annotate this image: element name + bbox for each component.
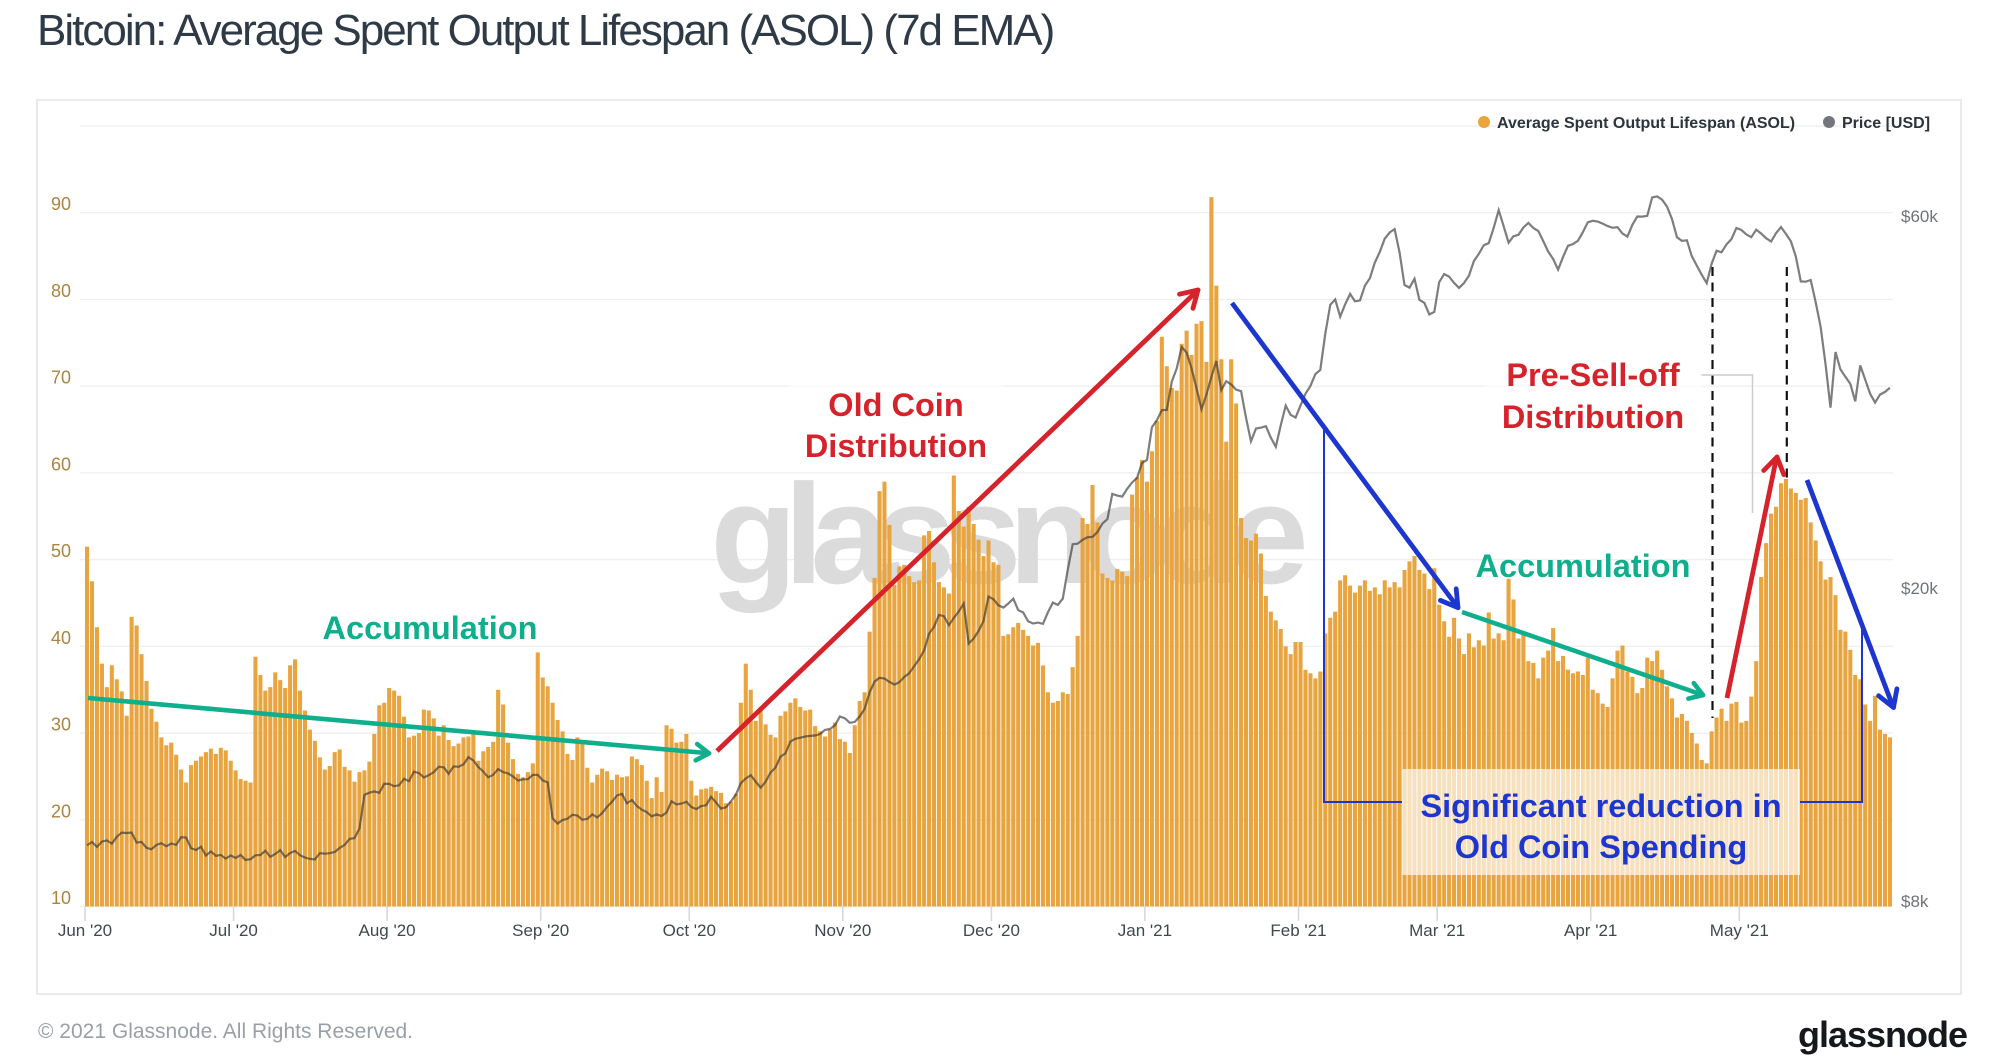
svg-text:Sep '20: Sep '20 [512, 921, 569, 940]
svg-text:70: 70 [51, 368, 71, 388]
svg-text:10: 10 [51, 888, 71, 908]
svg-text:Old Coin: Old Coin [828, 387, 963, 423]
svg-text:90: 90 [51, 194, 71, 214]
svg-text:80: 80 [51, 281, 71, 301]
svg-text:Accumulation: Accumulation [323, 610, 538, 646]
svg-text:Dec '20: Dec '20 [963, 921, 1020, 940]
svg-text:50: 50 [51, 541, 71, 561]
svg-text:Oct '20: Oct '20 [663, 921, 716, 940]
svg-text:Feb '21: Feb '21 [1270, 921, 1326, 940]
svg-text:Average Spent Output Lifespan: Average Spent Output Lifespan (ASOL) [1497, 115, 1795, 132]
svg-text:$20k: $20k [1901, 579, 1938, 598]
svg-text:Price [USD]: Price [USD] [1842, 115, 1930, 132]
svg-text:60: 60 [51, 454, 71, 474]
svg-text:Distribution: Distribution [805, 428, 987, 464]
svg-text:Accumulation: Accumulation [1476, 548, 1691, 584]
svg-text:Old Coin Spending: Old Coin Spending [1455, 829, 1747, 865]
svg-text:Mar '21: Mar '21 [1409, 921, 1465, 940]
svg-text:20: 20 [51, 801, 71, 821]
svg-text:Nov '20: Nov '20 [814, 921, 871, 940]
svg-text:$8k: $8k [1901, 892, 1929, 911]
svg-text:Jan '21: Jan '21 [1118, 921, 1172, 940]
svg-text:Significant reduction in: Significant reduction in [1420, 788, 1781, 824]
svg-text:Pre-Sell-off: Pre-Sell-off [1506, 357, 1680, 393]
svg-text:Jul '20: Jul '20 [209, 921, 258, 940]
svg-text:$60k: $60k [1901, 207, 1938, 226]
svg-text:Distribution: Distribution [1502, 399, 1684, 435]
svg-text:May '21: May '21 [1710, 921, 1769, 940]
svg-text:30: 30 [51, 715, 71, 735]
svg-text:40: 40 [51, 628, 71, 648]
svg-text:Jun '20: Jun '20 [58, 921, 112, 940]
svg-text:Aug '20: Aug '20 [359, 921, 416, 940]
svg-text:Apr '21: Apr '21 [1564, 921, 1617, 940]
